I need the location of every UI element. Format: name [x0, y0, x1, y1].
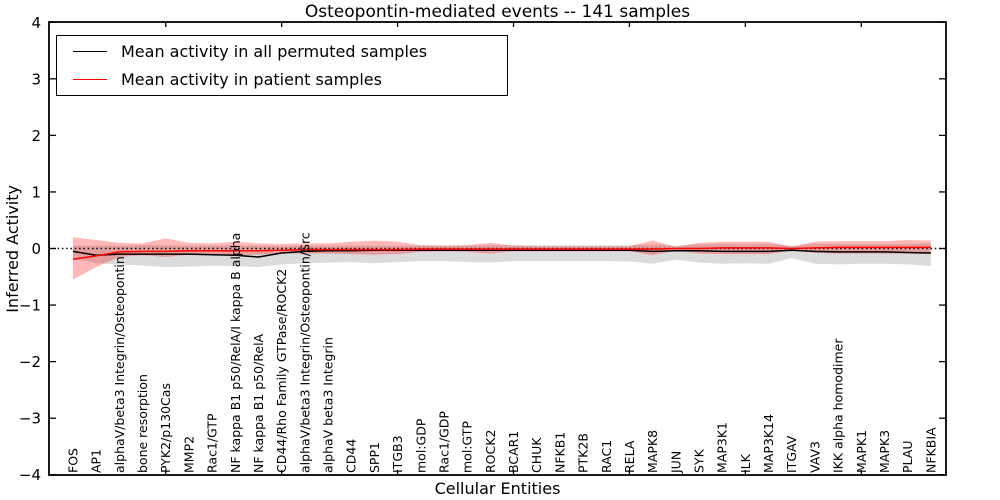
y-tick-label: −4 [19, 466, 41, 484]
x-tick-label: alphaV/beta3 Integrin/Osteopontin [112, 256, 127, 473]
x-tick-label: RAC1 [599, 440, 614, 473]
x-tick-label: PTK2B [576, 433, 591, 473]
x-tick-label: alphaV/beta3 Integrin/Osteopontin/Src [297, 232, 312, 473]
y-tick-label: 3 [31, 70, 41, 88]
x-tick-label: PLAU [900, 441, 915, 474]
x-tick-label: SYK [691, 448, 706, 473]
x-tick-label: JUN [668, 451, 683, 474]
x-tick-label: mol:GDP [413, 418, 428, 473]
x-tick-label: Rac1/GTP [205, 413, 220, 473]
permuted-mean-line [72, 249, 931, 258]
x-tick-label: CHUK [529, 437, 544, 473]
x-tick-label: MAPK3 [877, 430, 892, 473]
x-tick-label: ROCK2 [483, 430, 498, 473]
y-tick-label: 2 [31, 127, 41, 145]
legend-label-patient: Mean activity in patient samples [121, 70, 382, 89]
x-tick-label: CD44/Rho Family GTPase/ROCK2 [274, 269, 289, 473]
x-tick-label: MAP3K14 [761, 414, 776, 473]
x-tick-label: ITGB3 [390, 435, 405, 473]
x-tick-label: NFKBIA [923, 427, 938, 473]
x-tick-label: MAPK1 [854, 430, 869, 473]
y-tick-label: −1 [19, 297, 41, 315]
y-tick-label: −2 [19, 353, 41, 371]
x-tick-label: mol:GTP [460, 421, 475, 473]
x-tick-label: MAPK8 [645, 430, 660, 473]
x-tick-label: Rac1/GDP [436, 411, 451, 473]
y-tick-label: 4 [31, 14, 41, 32]
x-axis-label: Cellular Entities [434, 479, 561, 498]
legend: Mean activity in all permuted samples Me… [56, 35, 508, 96]
x-tick-label: MAP3K1 [715, 422, 730, 473]
x-tick-label: NF kappa B1 p50/RelA/I kappa B alpha [228, 233, 243, 473]
x-tick-label: SPP1 [367, 442, 382, 473]
x-tick-label: BCAR1 [506, 431, 521, 473]
legend-item-permuted: Mean activity in all permuted samples [57, 38, 507, 66]
x-tick-label: MMP2 [181, 436, 196, 473]
x-tick-label: bone resorption [135, 374, 150, 473]
x-tick-label: NF kappa B1 p50/RelA [251, 333, 266, 473]
x-tick-label: ILK [738, 453, 753, 473]
x-tick-label: alphaV beta3 Integrin [321, 337, 336, 473]
x-tick-label: FOS [66, 448, 81, 473]
x-tick-label: AP1 [89, 449, 104, 473]
legend-line-patient-icon [73, 79, 107, 80]
patient-mean-line [72, 246, 931, 260]
legend-label-permuted: Mean activity in all permuted samples [121, 42, 428, 61]
legend-item-patient: Mean activity in patient samples [57, 66, 507, 94]
x-tick-label: NFKB1 [552, 432, 567, 473]
x-tick-label: ITGAV [784, 435, 799, 473]
y-tick-label: 1 [31, 183, 41, 201]
chart-title: Osteopontin-mediated events -- 141 sampl… [304, 2, 691, 22]
x-tick-label: IKK alpha homodimer [831, 338, 846, 473]
x-tick-label: CD44 [344, 439, 359, 473]
x-tick-label: VAV3 [807, 441, 822, 473]
y-tick-label: −3 [19, 410, 41, 428]
x-tick-label: PYK2/p130Cas [158, 383, 173, 473]
x-tick-label: RELA [622, 440, 637, 473]
y-tick-label: 0 [31, 240, 41, 258]
legend-line-permuted-icon [73, 51, 107, 52]
y-axis-label: Inferred Activity [3, 185, 22, 313]
